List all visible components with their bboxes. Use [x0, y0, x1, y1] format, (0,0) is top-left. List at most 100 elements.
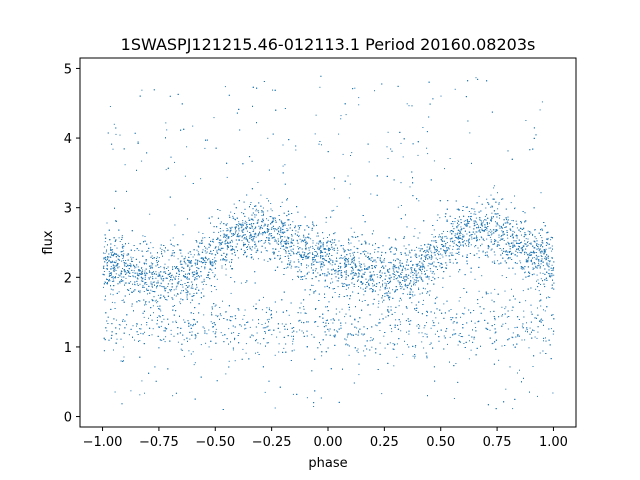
data-point: [407, 293, 409, 295]
data-point: [491, 343, 493, 345]
data-point: [124, 164, 126, 166]
data-point: [540, 305, 542, 307]
data-point: [110, 246, 112, 248]
data-point: [333, 188, 335, 190]
data-point: [352, 252, 354, 254]
data-point: [420, 257, 422, 259]
data-point: [231, 236, 233, 237]
data-point: [414, 228, 416, 230]
data-point: [279, 255, 281, 257]
data-point: [535, 317, 537, 319]
data-point: [420, 245, 422, 247]
data-point: [471, 236, 473, 238]
data-point: [141, 272, 143, 274]
data-point: [191, 331, 193, 333]
data-point: [306, 267, 308, 269]
data-point: [234, 234, 236, 236]
data-point: [371, 275, 373, 277]
data-point: [490, 206, 492, 208]
data-point: [501, 227, 503, 229]
data-point: [402, 313, 403, 315]
data-point: [187, 282, 188, 283]
data-point: [197, 261, 199, 263]
data-point: [418, 265, 420, 266]
data-point: [343, 257, 345, 259]
data-point: [131, 305, 133, 307]
data-point: [152, 281, 154, 283]
data-point: [451, 237, 453, 239]
data-point: [530, 232, 532, 234]
data-point: [161, 251, 162, 253]
data-point: [130, 281, 132, 283]
data-point: [491, 230, 493, 232]
data-point: [257, 182, 259, 183]
data-point: [267, 260, 269, 262]
data-point: [417, 263, 419, 265]
data-point: [245, 352, 247, 354]
data-point: [311, 334, 313, 336]
data-point: [112, 294, 114, 296]
data-point: [123, 253, 125, 255]
data-point: [317, 325, 319, 327]
data-point: [212, 331, 214, 333]
data-point: [300, 279, 302, 280]
data-point: [306, 397, 308, 399]
data-point: [104, 241, 106, 243]
data-point: [212, 259, 214, 260]
data-point: [440, 95, 442, 97]
data-point: [540, 192, 542, 194]
data-point: [182, 286, 184, 288]
data-point: [152, 276, 154, 278]
data-point: [490, 220, 492, 222]
data-point: [211, 291, 213, 293]
data-point: [433, 229, 435, 231]
data-point: [137, 266, 139, 268]
data-point: [345, 322, 347, 324]
data-point: [167, 286, 169, 287]
data-point: [537, 395, 538, 397]
data-point: [490, 231, 492, 233]
data-point: [332, 322, 334, 324]
data-point: [143, 291, 145, 292]
data-point: [350, 227, 352, 229]
data-point: [348, 197, 350, 199]
data-point: [465, 225, 467, 227]
data-point: [110, 288, 112, 290]
data-point: [281, 232, 283, 234]
data-point: [541, 228, 543, 230]
data-point: [358, 97, 360, 99]
data-point: [537, 247, 539, 249]
data-point: [525, 259, 527, 261]
data-point: [510, 202, 512, 204]
data-point: [175, 288, 177, 290]
data-point: [316, 251, 317, 253]
data-point: [536, 337, 538, 339]
data-point: [164, 341, 166, 343]
data-point: [298, 236, 299, 238]
data-point: [190, 302, 192, 304]
data-point: [547, 257, 549, 259]
data-point: [178, 268, 180, 270]
data-point: [134, 250, 136, 252]
data-point: [267, 219, 269, 221]
data-point: [112, 260, 113, 262]
data-point: [493, 185, 495, 187]
data-point: [530, 242, 532, 244]
data-point: [347, 334, 349, 336]
data-point: [507, 222, 509, 224]
data-point: [486, 238, 488, 240]
data-point: [497, 208, 499, 210]
data-point: [499, 217, 500, 219]
data-point: [291, 335, 293, 337]
data-point: [414, 249, 416, 251]
data-point: [402, 353, 404, 355]
data-point: [290, 323, 291, 325]
data-point: [184, 256, 186, 258]
data-point: [396, 343, 398, 345]
data-point: [548, 247, 550, 249]
data-point: [538, 255, 540, 257]
data-point: [160, 310, 162, 312]
data-point: [139, 283, 141, 285]
data-point: [340, 115, 342, 117]
data-point: [462, 234, 464, 236]
